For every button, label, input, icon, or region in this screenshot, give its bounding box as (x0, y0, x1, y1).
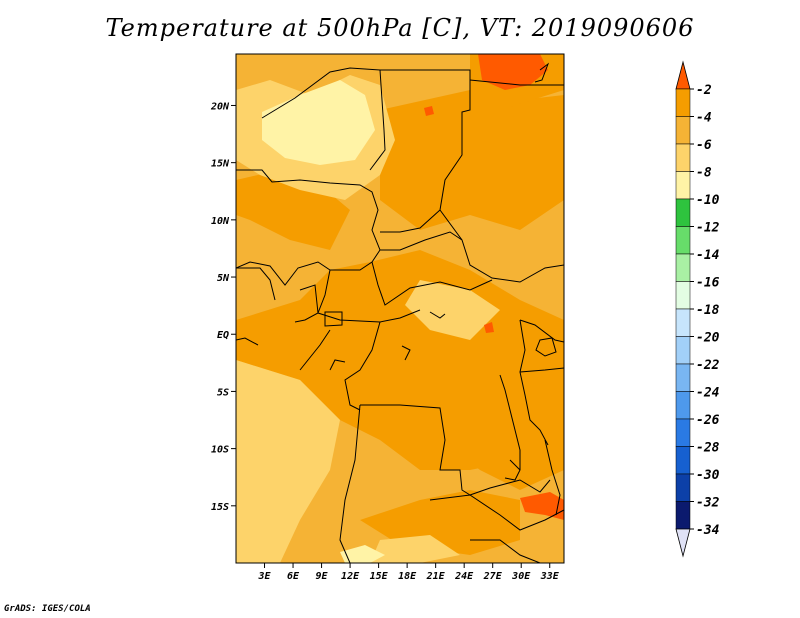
x-tick-label: 15E (370, 571, 389, 582)
y-tick-label: 10S (211, 445, 229, 456)
x-axis: 3E 6E 9E 12E 15E 18E 21E 24E 27E 30E 33E (257, 563, 560, 582)
colorbar-label: -2 (696, 83, 712, 98)
y-tick-label: 5S (217, 387, 229, 398)
colorbar-segment (675, 418, 691, 447)
chart-title: Temperature at 500hPa [C], VT: 201909060… (105, 14, 695, 42)
colorbar-label: -26 (696, 413, 720, 428)
plot-frame (235, 53, 565, 564)
x-tick-label: 24E (454, 571, 474, 582)
colorbar-segment (675, 171, 691, 200)
colorbar-segment (675, 446, 691, 475)
colorbar-label: -22 (696, 358, 720, 373)
colorbar-bottom-arrow (675, 528, 691, 558)
colorbar-segment (675, 281, 691, 310)
colorbar-segment (675, 473, 691, 502)
x-tick-label: 9E (316, 571, 329, 582)
x-tick-label: 3E (257, 571, 271, 582)
colorbar-label: -34 (696, 523, 720, 538)
colorbar: -2 -4 -6 -8 -10 -12 -14 -16 -18 -20 -22 -24 -26 -28 -3… (675, 60, 720, 558)
colorbar-label: -20 (696, 331, 720, 346)
colorbar-label: -30 (696, 468, 720, 483)
grads-credit: GrADS: IGES/COLA (4, 604, 91, 614)
colorbar-segment (675, 501, 691, 530)
colorbar-segment (675, 226, 691, 255)
colorbar-label: -18 (696, 303, 720, 318)
colorbar-label: -14 (696, 248, 720, 263)
x-tick-label: 27E (483, 571, 503, 582)
colorbar-top-arrow (675, 60, 691, 90)
temperature-field (236, 54, 564, 563)
colorbar-segment (675, 198, 691, 227)
colorbar-label: -10 (696, 193, 720, 208)
colorbar-label: -8 (696, 166, 712, 181)
colorbar-segment (675, 88, 691, 117)
colorbar-label: -28 (696, 441, 720, 456)
colorbar-segment (675, 363, 691, 392)
y-tick-label: 5N (217, 273, 230, 284)
colorbar-label: -6 (696, 138, 712, 153)
y-tick-label: 15S (211, 502, 229, 513)
colorbar-label: -16 (696, 276, 720, 291)
colorbar-segment (675, 143, 691, 172)
y-axis: 20N 15N 10N 5N EQ 5S 10S 15S (210, 101, 236, 513)
x-tick-label: 21E (426, 571, 446, 582)
x-tick-label: 6E (287, 571, 300, 582)
colorbar-segment (675, 308, 691, 337)
country-borders (236, 62, 564, 563)
x-tick-label: 33E (540, 571, 560, 582)
colorbar-label: -32 (696, 496, 720, 511)
colorbar-label: -24 (696, 386, 720, 401)
y-tick-label: 15N (211, 159, 230, 170)
colorbar-label: -12 (696, 221, 720, 236)
x-tick-label: 18E (398, 571, 417, 582)
y-tick-label: 20N (210, 101, 230, 112)
y-tick-label: 10N (211, 216, 230, 227)
colorbar-segment (675, 253, 691, 282)
y-tick-label: EQ (217, 330, 229, 341)
colorbar-segment (675, 391, 691, 420)
x-tick-label: 12E (341, 571, 360, 582)
x-tick-label: 30E (511, 571, 531, 582)
shading-minus2-to-minus4 (424, 54, 564, 520)
colorbar-segment (675, 116, 691, 145)
colorbar-label: -4 (696, 111, 712, 126)
colorbar-segment (675, 336, 691, 365)
